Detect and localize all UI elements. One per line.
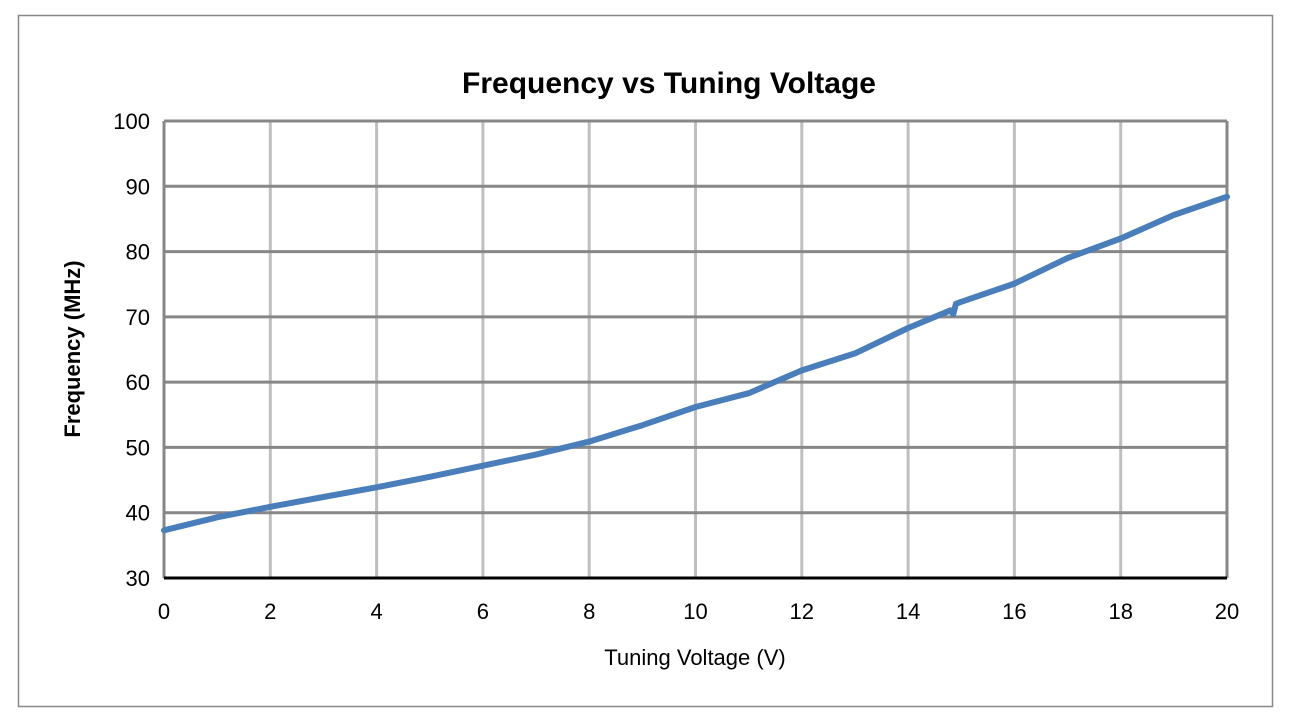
x-tick-label: 20 xyxy=(1215,599,1239,624)
x-axis-label: Tuning Voltage (V) xyxy=(604,645,785,670)
x-tick-label: 0 xyxy=(158,599,170,624)
x-tick-label: 18 xyxy=(1108,599,1132,624)
x-tick-label: 12 xyxy=(790,599,814,624)
tick-labels: 0 2 4 6 8 10 12 14 16 18 20 30 40 50 60 70 80 90 100 xyxy=(113,109,1239,624)
y-axis-label: Frequency (MHz) xyxy=(60,260,85,437)
x-tick-label: 2 xyxy=(264,599,276,624)
y-tick-label: 80 xyxy=(126,240,150,265)
y-tick-label: 50 xyxy=(126,435,150,460)
x-tick-label: 10 xyxy=(683,599,707,624)
y-tick-label: 30 xyxy=(126,566,150,591)
x-tick-label: 4 xyxy=(370,599,382,624)
y-tick-label: 100 xyxy=(113,109,150,134)
y-tick-label: 90 xyxy=(126,174,150,199)
chart-title: Frequency vs Tuning Voltage xyxy=(462,67,876,100)
x-tick-label: 14 xyxy=(896,599,920,624)
x-tick-label: 6 xyxy=(477,599,489,624)
x-tick-label: 16 xyxy=(1002,599,1026,624)
y-tick-label: 70 xyxy=(126,305,150,330)
y-tick-label: 60 xyxy=(126,370,150,395)
chart-border xyxy=(17,14,1274,708)
y-tick-label: 40 xyxy=(126,501,150,526)
x-tick-label: 8 xyxy=(583,599,595,624)
gridlines xyxy=(162,119,1229,580)
series-line xyxy=(161,193,1230,534)
